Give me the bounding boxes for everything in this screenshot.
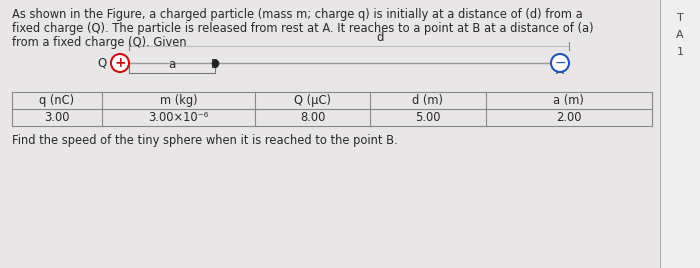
Text: d: d	[377, 31, 384, 44]
Text: 8.00: 8.00	[300, 111, 326, 124]
Circle shape	[551, 54, 569, 72]
Text: from a fixed charge (Q). Given: from a fixed charge (Q). Given	[12, 36, 187, 49]
Text: 1: 1	[676, 47, 683, 57]
Text: 3.00×10⁻⁶: 3.00×10⁻⁶	[148, 111, 209, 124]
Text: ?: ?	[378, 32, 382, 41]
Text: a (m): a (m)	[554, 94, 584, 107]
Text: 2.00: 2.00	[556, 111, 582, 124]
Text: 5.00: 5.00	[415, 111, 441, 124]
Text: A: A	[556, 64, 564, 77]
Text: As shown in the Figure, a charged particle (mass m; charge q) is initially at a : As shown in the Figure, a charged partic…	[12, 8, 582, 21]
Text: A: A	[676, 30, 684, 40]
Bar	[660, 0, 700, 268]
Text: fixed charge (Q). The particle is released from rest at A. It reaches to a point: fixed charge (Q). The particle is releas…	[12, 22, 594, 35]
Text: T: T	[677, 13, 683, 23]
Text: Q: Q	[98, 57, 107, 69]
Text: −: −	[554, 56, 566, 70]
Text: Find the speed of the tiny sphere when it is reached to the point B.: Find the speed of the tiny sphere when i…	[12, 134, 398, 147]
Text: B: B	[211, 58, 219, 71]
Text: Q (μC): Q (μC)	[294, 94, 331, 107]
Text: a: a	[169, 58, 176, 71]
Text: q (nC): q (nC)	[39, 94, 74, 107]
Circle shape	[111, 54, 129, 72]
Text: m (kg): m (kg)	[160, 94, 197, 107]
Text: d (m): d (m)	[412, 94, 444, 107]
Text: +: +	[114, 56, 126, 70]
Text: 3.00: 3.00	[44, 111, 69, 124]
Text: q: q	[556, 51, 564, 64]
